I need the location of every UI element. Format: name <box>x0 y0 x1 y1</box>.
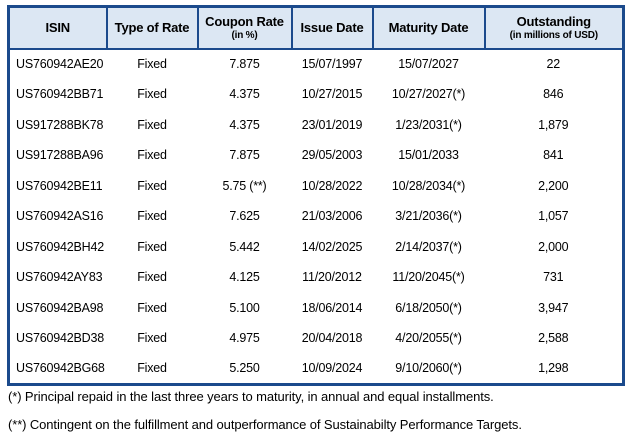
table-cell: 14/02/2025 <box>301 239 363 254</box>
col-header-outstanding: Outstanding (in millions of USD) <box>483 5 625 50</box>
table-cell: 10/27/2027(*) <box>391 87 466 102</box>
table-cell: US917288BA96 <box>16 148 104 163</box>
table-cell: 6/18/2050(*) <box>395 300 462 315</box>
table-cell: 11/20/2012 <box>302 270 362 285</box>
table-cell: 22 <box>546 57 560 72</box>
table-cell: 15/01/2033 <box>398 148 459 163</box>
table-cell: Fixed <box>137 361 167 375</box>
table-cell: Fixed <box>137 270 167 285</box>
table-cell: US760942BG68 <box>16 361 105 375</box>
table-cell: US760942BA98 <box>16 300 104 315</box>
col-header-subcaption: (in %) <box>231 30 258 42</box>
table-cell: 5.250 <box>229 361 260 375</box>
footnote-double-asterisk: (**) Contingent on the fulfillment and o… <box>8 416 522 432</box>
footnotes: (*) Principal repaid in the last three y… <box>8 389 623 441</box>
table-cell: US917288BK78 <box>16 117 104 132</box>
table-cell: Fixed <box>137 57 167 72</box>
table-cell: 5.442 <box>229 239 260 254</box>
table-cell: 1,879 <box>538 117 569 132</box>
table-cell: 15/07/1997 <box>301 57 363 72</box>
col-header-type-of-rate: Type of Rate <box>105 5 199 50</box>
table-cell: Fixed <box>137 87 167 102</box>
table-cell: 10/09/2024 <box>301 361 363 375</box>
table-cell: 1,298 <box>538 361 569 375</box>
table-cell: 10/28/2022 <box>301 178 363 193</box>
table-cell: 7.875 <box>229 148 260 163</box>
table-cell: 4.375 <box>229 87 260 102</box>
table-cell: Fixed <box>137 148 167 163</box>
table-header-row: ISIN Type of Rate Coupon Rate (in %) Iss… <box>7 5 625 50</box>
table-cell: 2,588 <box>538 331 569 346</box>
table-cell: US760942BH42 <box>16 239 104 254</box>
table-row: US760942BG68 Fixed 5.250 10/09/2024 9/10/206… <box>9 354 624 385</box>
table-cell: 1,057 <box>538 209 569 224</box>
table-cell: US760942AY83 <box>16 270 103 285</box>
table-cell: 20/04/2018 <box>301 331 363 346</box>
table-cell: 7.875 <box>229 57 260 72</box>
table-cell: 2/14/2037(*) <box>395 239 462 254</box>
table-cell: US760942AS16 <box>16 209 104 224</box>
col-header-isin: ISIN <box>7 5 108 50</box>
table-cell: 29/05/2003 <box>301 148 363 163</box>
footnote-asterisk: (*) Principal repaid in the last three y… <box>8 389 494 404</box>
table-cell: 4.975 <box>229 331 260 346</box>
table-cell: US760942BB71 <box>16 87 104 102</box>
table-row: US760942BE11 Fixed 5.75 (**) 10/28/2022 10/2… <box>9 171 624 202</box>
table-cell: Fixed <box>137 209 167 224</box>
table-row: US760942AS16 Fixed 7.625 21/03/2006 3/21/203… <box>9 201 624 232</box>
table-cell: 1/23/2031(*) <box>395 117 462 132</box>
col-header-issue-date: Issue Date <box>290 5 374 50</box>
table-cell: 2,000 <box>538 239 569 254</box>
table-cell: 9/10/2060(*) <box>395 361 462 375</box>
table-cell: 5.100 <box>229 300 260 315</box>
col-header-label: Issue Date <box>300 19 364 35</box>
table-cell: Fixed <box>137 178 167 193</box>
table-cell: 841 <box>543 148 564 163</box>
table-cell: 21/03/2006 <box>301 209 363 224</box>
table-row: US760942BA98 Fixed 5.100 18/06/2014 6/18/205… <box>9 293 624 324</box>
table-cell: 10/28/2034(*) <box>391 178 466 193</box>
table-row: US760942AE20 Fixed 7.875 15/07/1997 15/07/20… <box>9 49 624 80</box>
table-cell: Fixed <box>137 331 167 346</box>
bonds-table: ISIN Type of Rate Coupon Rate (in %) Iss… <box>7 5 625 386</box>
table-cell: 23/01/2019 <box>301 117 363 132</box>
table-cell: 7.625 <box>229 209 260 224</box>
col-header-label: Outstanding <box>516 14 592 30</box>
table-cell: Fixed <box>137 239 167 254</box>
table-row: US760942AY83 Fixed 4.125 11/20/2012 11/20/20… <box>9 262 624 293</box>
col-header-label: Maturity Date <box>388 19 469 35</box>
table-cell: Fixed <box>137 300 167 315</box>
col-header-subcaption: (in millions of USD) <box>509 30 598 42</box>
table-cell: 3/21/2036(*) <box>395 209 462 224</box>
table-cell: 11/20/2045(*) <box>392 270 465 285</box>
table-cell: 3,947 <box>538 300 569 315</box>
table-cell: 2,200 <box>538 178 569 193</box>
table-cell: 731 <box>543 270 564 285</box>
col-header-label: ISIN <box>45 19 71 35</box>
col-header-label: Type of Rate <box>114 19 190 35</box>
col-header-coupon-rate: Coupon Rate (in %) <box>196 5 293 50</box>
table-cell: 15/07/2027 <box>398 57 459 72</box>
table-cell: 18/06/2014 <box>301 300 363 315</box>
table-cell: 4.375 <box>229 117 260 132</box>
table-row: US760942BB71 Fixed 4.375 10/27/2015 10/27/20… <box>9 79 624 110</box>
table-cell: 10/27/2015 <box>301 87 363 102</box>
table-cell: US760942AE20 <box>16 57 104 72</box>
table-cell: US760942BE11 <box>16 178 103 193</box>
table-cell: US760942BD38 <box>16 331 104 346</box>
table-cell: 4.125 <box>229 270 260 285</box>
table-row: US760942BH42 Fixed 5.442 14/02/2025 2/14/203… <box>9 232 624 263</box>
table-row: US917288BA96 Fixed 7.875 29/05/2003 15/01/20… <box>9 140 624 171</box>
table-body: US760942AE20 Fixed 7.875 15/07/1997 15/07/20… <box>9 49 624 385</box>
table-cell: Fixed <box>137 117 167 132</box>
table-cell: 4/20/2055(*) <box>395 331 462 346</box>
table-cell: 846 <box>543 87 564 102</box>
table-row: US917288BK78 Fixed 4.375 23/01/2019 1/23/203… <box>9 110 624 141</box>
col-header-label: Coupon Rate <box>205 14 284 30</box>
col-header-maturity-date: Maturity Date <box>371 5 486 50</box>
table-row: US760942BD38 Fixed 4.975 20/04/2018 4/20/205… <box>9 323 624 354</box>
table-cell: 5.75 (**) <box>222 178 267 193</box>
